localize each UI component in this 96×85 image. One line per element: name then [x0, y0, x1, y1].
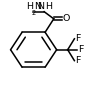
- Text: N: N: [37, 2, 44, 11]
- Text: N: N: [34, 2, 41, 11]
- Text: F: F: [75, 34, 80, 43]
- Text: 2: 2: [31, 10, 36, 16]
- Text: H: H: [26, 2, 33, 11]
- Text: H: H: [45, 2, 52, 11]
- Text: O: O: [63, 14, 70, 23]
- Text: F: F: [75, 56, 80, 65]
- Text: F: F: [78, 45, 83, 54]
